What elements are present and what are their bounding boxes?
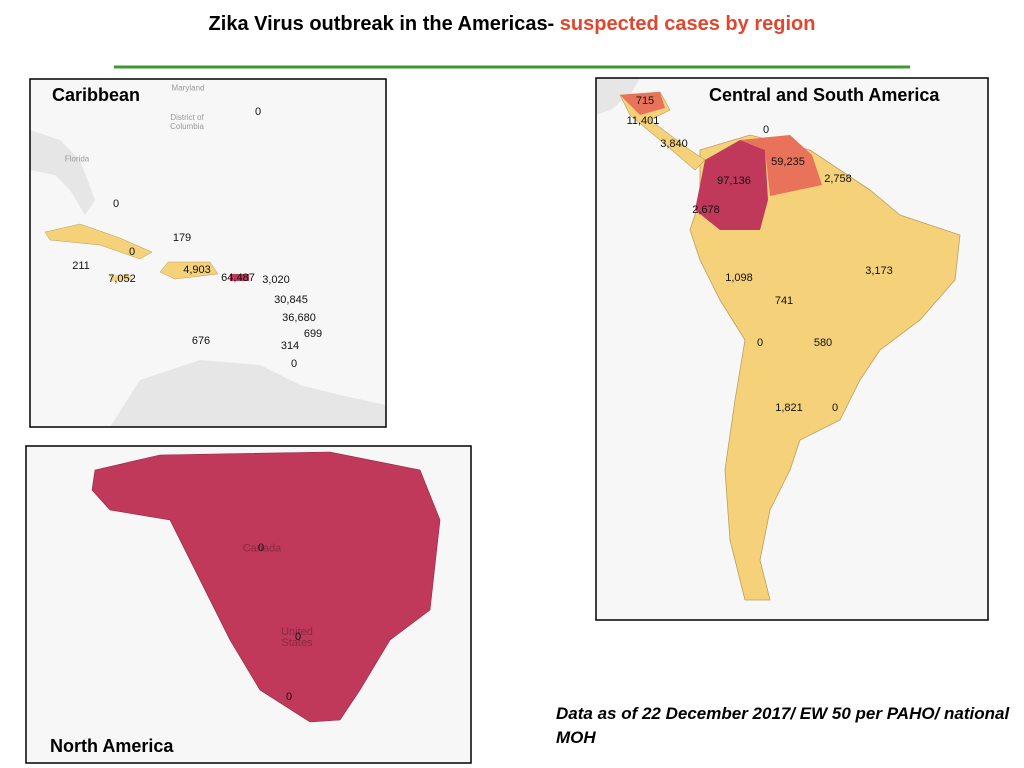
case-count: 3,840: [660, 138, 688, 150]
case-count: 0: [756, 337, 764, 349]
case-count: 30,845: [274, 294, 308, 306]
case-count: 3,020: [262, 274, 290, 286]
colombia: [695, 140, 768, 230]
case-count: 36,680: [282, 312, 316, 324]
panel-name: Central and South America: [709, 85, 940, 105]
case-count: 0: [254, 106, 262, 118]
hispaniola: [159, 261, 219, 280]
case-count: 7,052: [108, 273, 136, 285]
case-count: 59,235: [771, 156, 805, 168]
case-count: 2,678: [692, 204, 720, 216]
case-count: 715: [635, 95, 655, 107]
panel-name: Caribbean: [52, 85, 141, 105]
title: Zika Virus outbreak in the Americas- sus…: [182, 10, 842, 39]
case-count: 4,903: [183, 264, 211, 276]
case-count: 699: [303, 328, 323, 340]
case-count: 1,821: [775, 402, 803, 414]
case-count: 179: [172, 232, 192, 244]
place-name: District of Columbia: [170, 113, 204, 131]
case-count: 0: [290, 358, 298, 370]
case-count: 580: [813, 337, 833, 349]
case-count: 3,173: [865, 265, 893, 277]
case-count: 0: [831, 402, 839, 414]
place-name: Florida: [64, 154, 90, 164]
case-count: 0: [762, 124, 770, 136]
title-main: Zika Virus outbreak in the Americas-: [208, 13, 560, 35]
csa-frame: [595, 77, 989, 621]
puerto-rico: [230, 274, 249, 281]
case-count: 211: [72, 260, 90, 272]
mexico: [596, 78, 640, 115]
case-count: 314: [280, 340, 300, 352]
south-mainland: [110, 360, 386, 427]
guatemala-honduras: [620, 92, 665, 115]
place-name: United States: [281, 626, 313, 649]
case-count: 64,487: [221, 272, 255, 284]
case-count: 11,401: [626, 115, 660, 127]
case-count: 97,136: [717, 175, 751, 187]
case-count: 0: [257, 542, 265, 554]
case-count: 0: [112, 198, 120, 210]
na-frame: [25, 445, 472, 764]
case-count: 0: [128, 246, 136, 258]
place-name: Canada: [242, 542, 282, 555]
florida: [30, 130, 95, 215]
footnote: Data as of 22 December 2017/ EW 50 per P…: [556, 704, 1010, 747]
case-count: 2,758: [824, 173, 852, 185]
case-count: 676: [191, 335, 211, 347]
case-count: 741: [774, 295, 794, 307]
case-count: 0: [294, 631, 302, 643]
panel-name: North America: [50, 736, 174, 756]
case-count: 1,098: [725, 272, 753, 284]
title-highlight: suspected cases by region: [559, 13, 816, 35]
caribbean-frame: [29, 78, 387, 428]
south-america: [689, 134, 961, 601]
place-name: Maryland: [171, 83, 205, 93]
venezuela: [740, 135, 822, 196]
north-america: [91, 451, 441, 723]
case-count: 0: [285, 691, 293, 703]
cuba: [44, 223, 153, 260]
jamaica: [110, 274, 132, 281]
